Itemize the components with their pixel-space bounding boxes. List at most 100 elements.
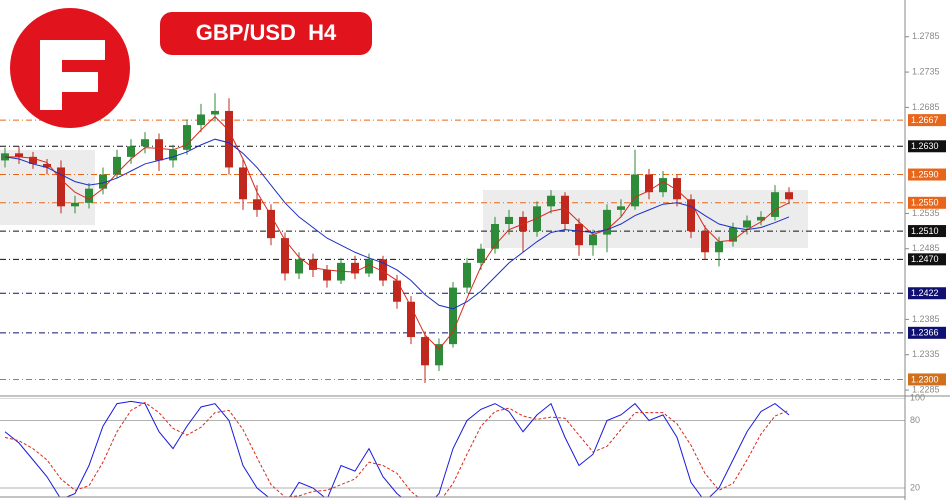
y-tick-label: 100 (910, 392, 925, 402)
level-label: 1.2550 (911, 198, 939, 208)
candle-body (71, 202, 79, 207)
logo-circle (10, 8, 130, 128)
y-tick-label: 20 (910, 482, 920, 492)
line-series (4, 138, 790, 310)
candle-body (757, 216, 765, 221)
line-series (5, 115, 790, 350)
price-panel (0, 93, 905, 383)
candle-body (575, 223, 583, 246)
candle-body (225, 110, 233, 168)
level-label-box (908, 168, 946, 181)
tick-label-box (908, 483, 922, 493)
candle-body (183, 125, 191, 150)
candle-body (645, 174, 653, 193)
candle-body (631, 174, 639, 207)
level-label-box (908, 253, 946, 266)
candle-body (239, 167, 247, 200)
candle-body (435, 344, 443, 366)
level-label-box (908, 287, 946, 300)
candle-body (323, 269, 331, 281)
level-label: 1.2366 (911, 328, 939, 338)
candle-body (673, 178, 681, 200)
level-label: 1.2470 (911, 254, 939, 264)
level-label: 1.2667 (911, 115, 939, 125)
candle-body (43, 163, 51, 168)
candle-body (295, 259, 303, 274)
level-label: 1.2630 (911, 141, 939, 151)
candle-body (141, 139, 149, 147)
axis: 1.2785 1.2735 1.2685 1.2535 1.2485 1.2385 1.23… (905, 31, 946, 493)
candle-body (477, 248, 485, 263)
line-series (4, 400, 790, 497)
candle-body (15, 153, 23, 157)
y-tick-label: 1.2285 (912, 384, 940, 394)
candle-body (617, 206, 625, 210)
level-label-box (908, 326, 946, 339)
candle-body (743, 220, 751, 228)
candle-body (99, 174, 107, 189)
candle-body (407, 301, 415, 338)
candle-body (505, 216, 513, 224)
candle-body (211, 110, 219, 115)
level-label: 1.2300 (911, 374, 939, 384)
candle-body (463, 262, 471, 288)
candle-body (449, 287, 457, 345)
level-label-box (908, 196, 946, 209)
level-label-box (908, 373, 946, 386)
candle-body (701, 231, 709, 253)
candle-body (547, 195, 555, 207)
candle-body (127, 146, 135, 157)
candle-body (309, 259, 317, 270)
y-tick-label: 1.2735 (912, 66, 940, 76)
candle-body (491, 223, 499, 249)
candle-body (113, 156, 121, 175)
candle-body (687, 199, 695, 232)
tick-label-box (908, 393, 922, 403)
chart-title: GBP/USD H4 (196, 20, 337, 45)
candle-body (57, 167, 65, 207)
tick-label-box (908, 415, 922, 426)
level-label: 1.2510 (911, 226, 939, 236)
candle-body (421, 337, 429, 366)
candle-body (29, 156, 37, 164)
candle-body (715, 241, 723, 253)
level-label: 1.2590 (911, 169, 939, 179)
y-tick-label: 1.2535 (912, 208, 940, 218)
candle-body (169, 149, 177, 161)
line-series (4, 401, 790, 497)
level-label-box (908, 114, 946, 127)
candle-body (393, 280, 401, 302)
candle-body (85, 188, 93, 203)
y-tick-label: 80 (910, 415, 920, 425)
candle-body (267, 209, 275, 239)
y-tick-label: 1.2385 (912, 314, 940, 324)
candle-body (589, 234, 597, 246)
y-tick-label: 1.2785 (912, 31, 940, 41)
candle-body (365, 259, 373, 274)
y-tick-label: 1.2335 (912, 349, 940, 359)
candle-body (785, 192, 793, 200)
y-tick-label: 1.2685 (912, 102, 940, 112)
title-box (160, 12, 372, 55)
logo-mark (40, 40, 105, 110)
oscillator-panel (0, 398, 905, 497)
candle-body (771, 192, 779, 217)
candle-body (659, 178, 667, 193)
candle-body (281, 238, 289, 274)
candle-body (351, 262, 359, 274)
candle-body (155, 139, 163, 161)
candle-body (379, 259, 387, 281)
candle-body (253, 199, 261, 210)
candle-body (603, 209, 611, 235)
candle-body (729, 227, 737, 242)
candle-body (561, 195, 569, 224)
level-label-box (908, 225, 946, 238)
level-label: 1.2422 (911, 288, 939, 298)
logo (10, 8, 130, 128)
level-label-box (908, 140, 946, 153)
candle-body (197, 114, 205, 126)
y-tick-label: 1.2485 (912, 243, 940, 253)
